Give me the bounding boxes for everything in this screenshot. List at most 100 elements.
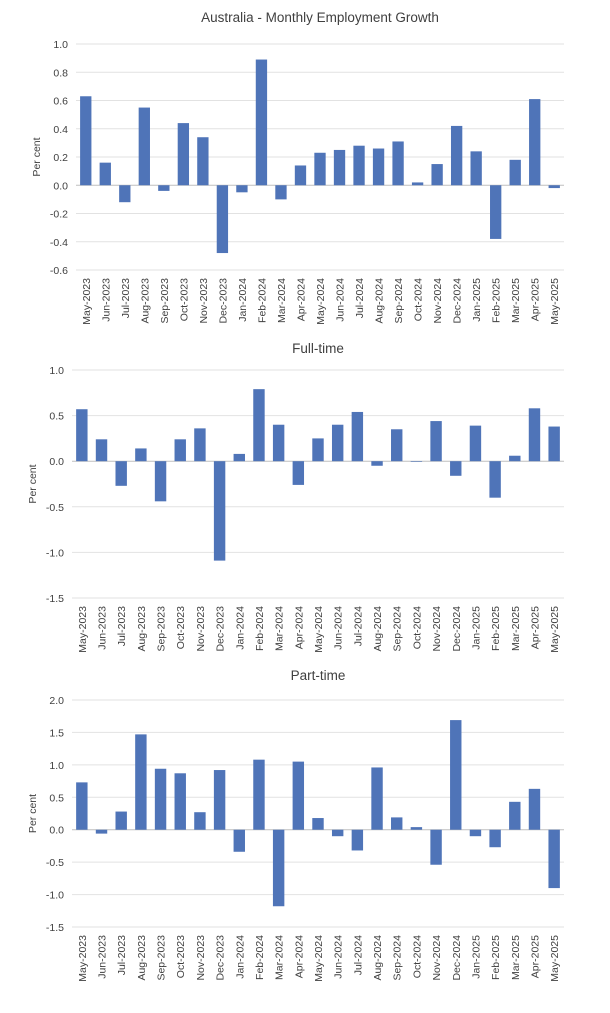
x-tick-label: Oct-2024 xyxy=(411,935,423,978)
bar-Jul-2023 xyxy=(115,461,127,486)
x-tick-label: May-2024 xyxy=(313,606,325,653)
y-axis-label: Per cent xyxy=(27,794,39,833)
y-tick-label: 0.6 xyxy=(53,96,68,108)
y-tick-label: -0.5 xyxy=(46,857,64,869)
x-tick-label: Mar-2025 xyxy=(510,935,522,980)
x-tick-label: Jan-2025 xyxy=(471,278,483,322)
y-tick-label: 2.0 xyxy=(49,695,64,707)
x-tick-label: Sep-2024 xyxy=(393,278,405,324)
x-tick-label: Feb-2024 xyxy=(254,935,266,980)
x-tick-label: Apr-2025 xyxy=(529,606,541,649)
x-tick-label: Oct-2023 xyxy=(175,935,187,978)
x-tick-label: Apr-2025 xyxy=(529,935,541,978)
bar-Aug-2024 xyxy=(371,767,383,830)
x-tick-label: Apr-2024 xyxy=(293,606,305,649)
chart-1: Australia - Monthly Employment Growth 1.0… xyxy=(31,10,564,325)
x-tick-label: Dec-2023 xyxy=(215,935,227,981)
bar-Sep-2023 xyxy=(158,185,170,191)
x-tick-label: Aug-2024 xyxy=(374,278,386,324)
chart-title: Full-time xyxy=(292,341,344,356)
bar-May-2024 xyxy=(314,152,326,186)
bar-Dec-2023 xyxy=(216,185,229,254)
x-tick-label: Apr-2024 xyxy=(293,935,305,978)
bar-Nov-2024 xyxy=(430,829,442,865)
x-tick-label: Sep-2023 xyxy=(159,278,171,324)
bar-Nov-2024 xyxy=(430,421,442,462)
x-tick-label: Oct-2023 xyxy=(175,606,187,649)
y-tick-label: -1.5 xyxy=(46,922,64,934)
x-tick-label: Aug-2023 xyxy=(136,935,148,981)
bar-Feb-2025 xyxy=(489,461,501,498)
y-tick-label: 0.8 xyxy=(53,67,68,79)
y-tick-label: 1.0 xyxy=(49,365,64,377)
bar-Oct-2024 xyxy=(410,827,423,830)
x-tick-label: Sep-2023 xyxy=(156,606,168,652)
bar-Sep-2023 xyxy=(154,461,167,502)
bar-Sep-2024 xyxy=(391,817,403,830)
bar-Oct-2023 xyxy=(174,773,186,830)
bar-Apr-2025 xyxy=(529,99,541,186)
bar-Apr-2024 xyxy=(294,165,307,186)
x-tick-label: Mar-2025 xyxy=(510,606,522,651)
x-tick-label: Nov-2024 xyxy=(431,606,443,652)
y-tick-label: -0.4 xyxy=(50,237,68,249)
bar-Dec-2024 xyxy=(450,720,462,830)
bar-Oct-2024 xyxy=(411,182,424,186)
x-tick-label: Nov-2023 xyxy=(195,606,207,652)
bar-Aug-2024 xyxy=(371,461,383,466)
y-tick-label: 0.2 xyxy=(53,152,68,164)
x-tick-label: Jul-2023 xyxy=(120,278,132,318)
y-tick-label: 0.4 xyxy=(53,124,68,136)
x-tick-label: Aug-2023 xyxy=(139,278,151,324)
bar-May-2025 xyxy=(548,185,560,189)
bar-Oct-2023 xyxy=(177,123,190,186)
bar-Feb-2024 xyxy=(253,759,265,830)
bar-Mar-2025 xyxy=(509,801,521,830)
bar-Mar-2025 xyxy=(509,455,521,462)
y-tick-label: 1.0 xyxy=(49,760,64,772)
bar-Dec-2023 xyxy=(213,770,226,830)
bar-Dec-2023 xyxy=(213,461,226,561)
x-tick-label: Aug-2024 xyxy=(372,935,384,981)
bar-Oct-2024 xyxy=(410,461,423,462)
x-tick-label: Jun-2023 xyxy=(100,278,112,322)
bar-Feb-2025 xyxy=(490,185,502,239)
bar-Mar-2025 xyxy=(509,159,521,186)
y-tick-label: 1.0 xyxy=(53,39,68,51)
bar-Apr-2025 xyxy=(528,408,541,462)
x-tick-label: Jun-2023 xyxy=(97,606,109,650)
bar-May-2025 xyxy=(548,426,560,462)
x-tick-label: Dec-2024 xyxy=(451,935,463,981)
y-tick-label: -1.0 xyxy=(46,890,64,902)
x-tick-label: Apr-2025 xyxy=(530,278,542,321)
x-tick-label: Sep-2024 xyxy=(392,606,404,652)
chart-title: Part-time xyxy=(291,668,346,683)
x-tick-label: Feb-2025 xyxy=(490,606,502,651)
x-tick-label: Jul-2024 xyxy=(352,935,364,975)
bar-Jun-2024 xyxy=(333,149,346,186)
bar-Jan-2024 xyxy=(236,185,248,193)
bar-Aug-2023 xyxy=(138,107,150,186)
bar-Nov-2024 xyxy=(431,164,443,186)
y-tick-label: 0.5 xyxy=(49,792,64,804)
bar-Jun-2024 xyxy=(331,829,344,837)
bar-Sep-2024 xyxy=(392,141,404,186)
bar-Jul-2024 xyxy=(351,829,364,851)
x-tick-label: Dec-2024 xyxy=(452,278,464,324)
bar-Jul-2023 xyxy=(119,185,131,203)
y-tick-label: -0.2 xyxy=(50,209,68,221)
bar-Apr-2024 xyxy=(292,461,305,485)
x-tick-label: Feb-2025 xyxy=(490,935,502,980)
x-tick-label: Jan-2024 xyxy=(237,278,249,322)
bar-Nov-2023 xyxy=(194,428,206,462)
x-tick-label: Dec-2024 xyxy=(451,606,463,652)
y-tick-label: -1.5 xyxy=(46,593,64,605)
bar-Oct-2023 xyxy=(174,439,186,462)
y-tick-label: -0.5 xyxy=(46,502,64,514)
x-tick-label: Apr-2024 xyxy=(295,278,307,321)
bar-May-2025 xyxy=(548,829,560,889)
y-tick-label: 1.5 xyxy=(49,727,64,739)
bar-Mar-2024 xyxy=(272,829,285,907)
x-tick-label: Feb-2025 xyxy=(491,278,503,323)
x-tick-label: Jun-2024 xyxy=(333,935,345,979)
